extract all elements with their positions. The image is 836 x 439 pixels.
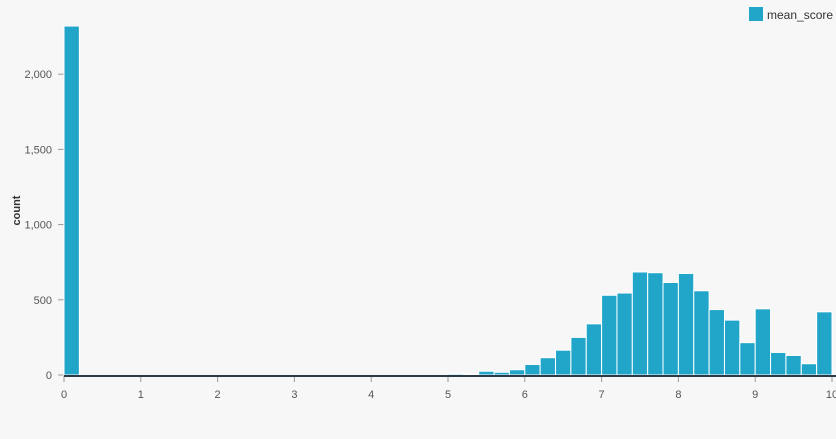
x-tick-label: 2 (215, 389, 221, 401)
histogram-bar[interactable] (754, 308, 772, 376)
histogram-bar[interactable] (585, 323, 603, 376)
x-tick-label: 4 (368, 389, 374, 401)
x-tick-label: 0 (61, 389, 67, 401)
histogram-bar[interactable] (723, 319, 741, 376)
histogram-bar[interactable] (478, 370, 495, 376)
y-tick-label: 0 (46, 370, 52, 382)
x-tick-label: 6 (522, 389, 528, 401)
histogram-bar[interactable] (693, 290, 710, 376)
histogram-bar[interactable] (63, 25, 80, 376)
y-axis-title: count (11, 195, 23, 225)
histogram-bar[interactable] (616, 292, 633, 376)
x-tick-label: 10 (826, 389, 836, 401)
x-tick-label: 5 (445, 389, 451, 401)
y-tick-label: 500 (34, 295, 52, 307)
x-tick-label: 3 (291, 389, 297, 401)
x-axis: 0 1 2 3 4 5 6 7 8 9 10 (61, 376, 836, 401)
x-tick-label: 1 (138, 389, 144, 401)
y-axis: 0 500 1,000 1,500 2,000 (24, 69, 64, 382)
legend-label: mean_score (767, 8, 833, 22)
histogram-bar[interactable] (539, 357, 557, 376)
x-tick-label: 9 (752, 389, 758, 401)
x-tick-label: 7 (599, 389, 605, 401)
histogram-bar[interactable] (662, 281, 679, 376)
legend[interactable]: mean_score (749, 7, 833, 22)
histogram-bar[interactable] (508, 369, 526, 376)
y-tick-label: 1,500 (24, 144, 52, 156)
x-tick-label: 8 (675, 389, 681, 401)
y-tick-label: 1,000 (24, 220, 52, 232)
histogram-bar[interactable] (524, 363, 541, 376)
histogram-bar[interactable] (770, 351, 787, 376)
histogram-bar[interactable] (647, 272, 664, 376)
histogram-bar[interactable] (462, 373, 480, 376)
histogram-bar[interactable] (570, 336, 587, 376)
histogram-bar[interactable] (447, 373, 464, 376)
histogram-bar[interactable] (493, 371, 510, 376)
y-tick-label: 2,000 (24, 69, 52, 81)
histogram-bar[interactable] (631, 271, 649, 376)
histogram-bar[interactable] (785, 354, 802, 376)
histogram-bar[interactable] (708, 309, 725, 376)
legend-swatch (749, 7, 763, 21)
histogram-bar[interactable] (739, 342, 756, 376)
bars-group (63, 25, 833, 376)
histogram-bar[interactable] (677, 272, 695, 376)
histogram-bar[interactable] (555, 349, 572, 376)
histogram-bar[interactable] (800, 363, 818, 376)
histogram-bar[interactable] (601, 294, 618, 376)
histogram-bar[interactable] (816, 311, 833, 376)
